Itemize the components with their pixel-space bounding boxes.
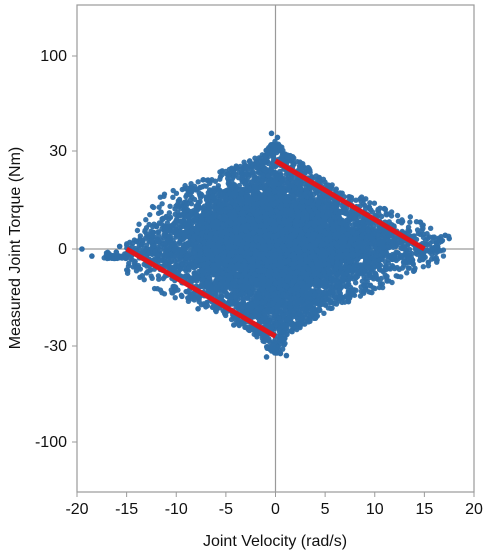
scatter-point — [352, 280, 359, 286]
scatter-point — [405, 224, 412, 230]
scatter-point — [150, 204, 157, 211]
scatter-point — [172, 295, 178, 301]
scatter-point — [440, 253, 447, 259]
scatter-point — [379, 281, 386, 287]
scatter-point — [376, 284, 383, 291]
scatter-point — [143, 217, 149, 223]
scatter-point — [394, 212, 401, 219]
scatter-point — [371, 200, 378, 206]
scatter-point — [195, 179, 201, 185]
scatter-point — [170, 194, 176, 200]
scatter-point — [136, 221, 142, 227]
scatter-point — [134, 227, 141, 234]
scatter-point — [407, 219, 413, 225]
scatter-point — [388, 209, 395, 215]
scatter-point — [167, 203, 173, 210]
scatter-point — [156, 276, 162, 282]
scatter-point — [407, 214, 414, 220]
scatter-point — [218, 293, 225, 300]
scatter-point — [362, 202, 368, 209]
scatter-point — [404, 270, 410, 276]
scatter-points — [79, 130, 452, 360]
scatter-point — [388, 213, 395, 219]
scatter-point — [420, 264, 427, 270]
